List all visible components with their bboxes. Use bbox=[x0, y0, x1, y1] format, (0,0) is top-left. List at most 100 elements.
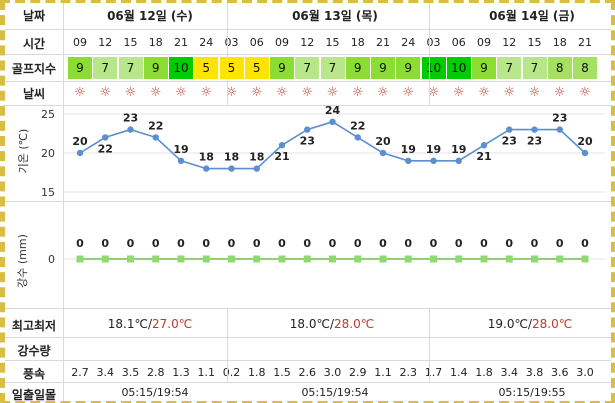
sun-icon: ☼ bbox=[402, 85, 415, 100]
golf-index-cell: 9 bbox=[143, 57, 168, 79]
sun-icon: ☼ bbox=[124, 85, 137, 100]
time-cell: 18 bbox=[552, 36, 567, 49]
rain-amount-row: 강수량 bbox=[5, 338, 611, 360]
time-cell: 12 bbox=[300, 36, 315, 49]
golf-index-cell: 7 bbox=[320, 57, 345, 79]
time-cell: 24 bbox=[401, 36, 416, 49]
time-label: 시간 bbox=[22, 37, 46, 51]
wind-speed-cell: 1.7 bbox=[424, 366, 443, 379]
temp-data-label: 18 bbox=[224, 151, 239, 164]
sun-icon: ☼ bbox=[149, 85, 162, 100]
wind-speed-cell: 3.4 bbox=[96, 366, 115, 379]
wind-label: 풍속 bbox=[22, 367, 46, 381]
minmax-day-2: 18.0℃/28.0℃ bbox=[289, 317, 375, 331]
temp-data-label: 23 bbox=[502, 135, 517, 148]
golf-index-cell: 5 bbox=[194, 57, 219, 79]
wind-speed-cell: 1.8 bbox=[248, 366, 266, 379]
wind-speed-cell: 1.1 bbox=[197, 366, 216, 379]
temp-data-label: 20 bbox=[375, 135, 391, 148]
max-temp-3: 28.0℃ bbox=[532, 317, 573, 331]
temp-data-label: 22 bbox=[148, 119, 163, 132]
rain-data-label: 0 bbox=[202, 237, 210, 250]
wind-speed-cell: 3.8 bbox=[525, 366, 544, 379]
rain-point bbox=[480, 255, 488, 263]
temp-tick-label: 15 bbox=[41, 186, 55, 199]
golf-index-cell: 5 bbox=[244, 57, 269, 79]
time-cell: 15 bbox=[123, 36, 138, 49]
sun-icon: ☼ bbox=[553, 85, 566, 100]
golf-index-cell: 9 bbox=[345, 57, 370, 79]
rain-data-label: 0 bbox=[531, 237, 539, 250]
temp-data-label: 22 bbox=[98, 142, 113, 155]
wind-speed-cell: 2.9 bbox=[349, 366, 367, 379]
temp-point bbox=[556, 126, 563, 133]
rain-point bbox=[177, 255, 185, 263]
time-cell: 24 bbox=[199, 36, 214, 49]
rain-data-label: 0 bbox=[278, 237, 286, 250]
temp-point bbox=[228, 165, 235, 172]
golf-index-cell: 8 bbox=[573, 57, 597, 79]
temp-point bbox=[102, 134, 109, 141]
sunrise-2: 05:15 bbox=[301, 386, 334, 399]
wind-row: 풍속 2.7 3.4 3.5 2.8 1.3 1.1 0.2 1.8 1.5 2.6 3.0 2.9 1… bbox=[5, 361, 611, 383]
temp-data-label: 24 bbox=[325, 106, 341, 117]
time-cell: 03 bbox=[224, 36, 239, 49]
temp-point bbox=[405, 157, 412, 164]
wind-speed-cell: 1.4 bbox=[450, 366, 468, 379]
temp-point bbox=[127, 126, 134, 133]
temp-data-label: 20 bbox=[72, 135, 88, 148]
temp-data-label: 18 bbox=[199, 151, 214, 164]
minmax-label: 최고최저 bbox=[11, 319, 57, 333]
rain-point bbox=[379, 255, 387, 263]
rain-data-label: 0 bbox=[127, 237, 135, 250]
min-temp-1: 18.1℃ bbox=[107, 317, 148, 331]
time-cell: 15 bbox=[527, 36, 542, 49]
temp-data-label: 21 bbox=[274, 150, 289, 163]
wind-speed-cell: 2.7 bbox=[71, 366, 89, 379]
rain-point bbox=[253, 255, 261, 263]
time-cell: 18 bbox=[148, 36, 163, 49]
golf-index-cell: 9 bbox=[472, 57, 496, 79]
temp-point bbox=[203, 165, 210, 172]
weather-label: 날씨 bbox=[22, 87, 46, 101]
golf-index-cell: 9 bbox=[270, 57, 294, 79]
time-cell: 09 bbox=[73, 36, 87, 49]
rain-point bbox=[505, 255, 513, 263]
sunset-1: 19:54 bbox=[156, 386, 189, 399]
wind-speed-cell: 2.3 bbox=[399, 366, 418, 379]
rain-data-label: 0 bbox=[152, 237, 160, 250]
sun-icon: ☼ bbox=[579, 85, 591, 100]
golf-row: 골프지수 9 7 7 9 10 5 5 5 9 7 7 9 9 9 10 10 9 7 7 8 8 bbox=[5, 55, 611, 81]
sun-icon: ☼ bbox=[351, 85, 364, 100]
time-cell: 09 bbox=[477, 36, 491, 49]
sun-icon: ☼ bbox=[200, 85, 213, 100]
time-cell: 09 bbox=[275, 36, 289, 49]
temp-point bbox=[430, 157, 437, 164]
rain-point bbox=[329, 255, 336, 263]
forecast-table: 날짜 06월 12일 (수) 06월 13일 (목) 06월 14일 (금) 시… bbox=[5, 3, 611, 401]
date-label: 날짜 bbox=[22, 9, 46, 23]
temp-data-label: 19 bbox=[401, 143, 416, 156]
minmax-day-3: 19.0℃/28.0℃ bbox=[487, 317, 573, 331]
sun-icon: ☼ bbox=[175, 85, 187, 100]
sunset-2: 19:54 bbox=[336, 386, 369, 399]
minmax-row: 최고최저 18.1℃/27.0℃ 18.0℃/28.0℃ 19.0℃/28.0℃ bbox=[5, 309, 611, 339]
temp-data-label: 23 bbox=[300, 135, 315, 148]
temp-data-label: 23 bbox=[552, 112, 567, 125]
wind-speed-cell: 1.3 bbox=[172, 366, 190, 379]
rain-data-label: 0 bbox=[480, 237, 488, 250]
sun-icon: ☼ bbox=[377, 85, 389, 100]
rain-data-label: 0 bbox=[505, 237, 513, 250]
wind-speed-cell: 1.8 bbox=[475, 366, 493, 379]
temperature-chart: 15 20 25 20 22 23 22 19 18 18 18 21 23 24 22 20 19 19 19 21… bbox=[41, 106, 605, 199]
golf-index-cell: 5 bbox=[219, 57, 244, 79]
rain-data-label: 0 bbox=[455, 237, 463, 250]
time-cell: 12 bbox=[98, 36, 113, 49]
rain-point bbox=[278, 255, 286, 263]
weather-row: 날씨 ☼ ☼ ☼ ☼ ☼ ☼ ☼ ☼ ☼ ☼ ☼ ☼ ☼ ☼ ☼ ☼ ☼ ☼ ☼ ☼ ☼ bbox=[5, 82, 611, 104]
temp-data-label: 19 bbox=[426, 143, 441, 156]
time-cell: 06 bbox=[249, 36, 264, 49]
rain-data-label: 0 bbox=[177, 237, 185, 250]
golf-index-cell: 9 bbox=[371, 57, 395, 79]
rain-tick-label: 0 bbox=[48, 253, 55, 266]
